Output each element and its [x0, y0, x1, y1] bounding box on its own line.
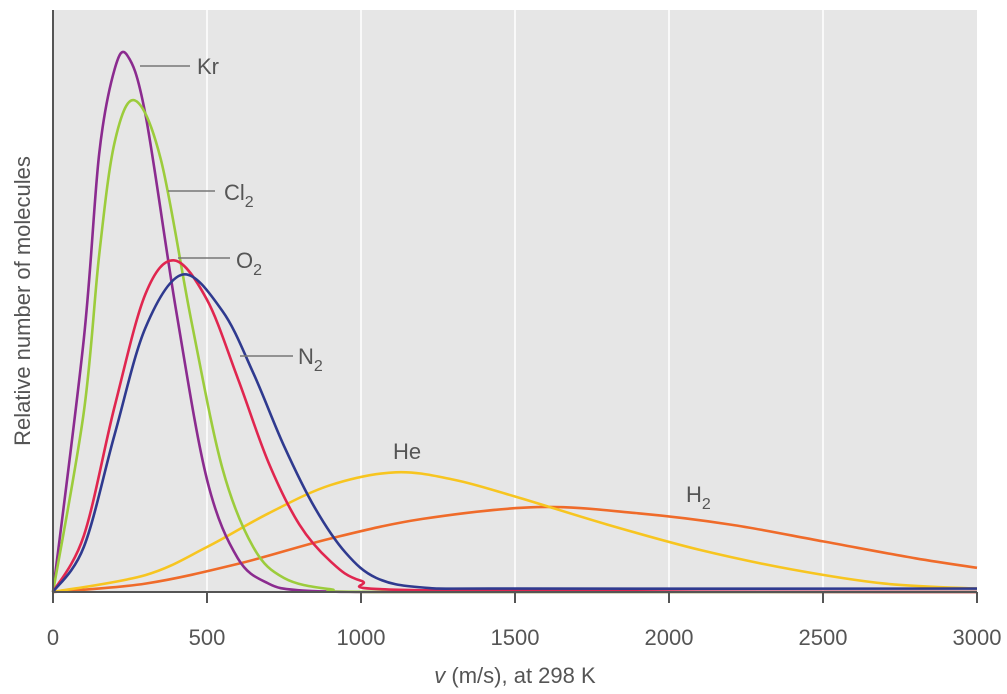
label-o2: O2: [236, 248, 262, 279]
x-tick-label: 1500: [491, 625, 540, 650]
label-h2-subscript: 2: [702, 496, 711, 513]
y-axis-label: Relative number of molecules: [10, 156, 35, 446]
x-axis-label-variable: v: [434, 663, 447, 688]
series-n2-line: [51, 273, 978, 593]
label-h2-main: H: [686, 482, 702, 507]
label-he-main: He: [393, 439, 421, 464]
curves: [51, 50, 978, 594]
grid: [206, 10, 824, 592]
label-h2: H2: [686, 482, 711, 513]
x-tick-label: 500: [189, 625, 226, 650]
x-tick-label: 2500: [799, 625, 848, 650]
label-kr-main: Kr: [197, 54, 219, 79]
label-o2-subscript: 2: [253, 262, 262, 279]
x-axis-ticks: 0 500 1000 1500 2000 2500 3000: [47, 592, 1002, 650]
label-n2-subscript: 2: [314, 358, 323, 375]
label-cl2-main: Cl: [224, 180, 245, 205]
label-n2-main: N: [298, 344, 314, 369]
label-n2: N2: [298, 344, 323, 375]
label-cl2: Cl2: [224, 180, 254, 211]
label-leader-lines: [140, 65, 293, 357]
x-axis-label: v (m/s), at 298 K: [434, 663, 596, 688]
x-tick-label: 3000: [953, 625, 1002, 650]
series-o2-line: [51, 259, 978, 594]
label-kr: Kr: [197, 54, 219, 79]
series-he-line: [52, 470, 978, 594]
label-cl2-subscript: 2: [245, 194, 254, 211]
label-o2-main: O: [236, 248, 253, 273]
x-tick-label: 1000: [337, 625, 386, 650]
series-h2-line: [52, 505, 978, 594]
label-he: He: [393, 439, 421, 464]
x-tick-label: 2000: [645, 625, 694, 650]
x-tick-label: 0: [47, 625, 59, 650]
x-axis-label-units: (m/s), at 298 K: [445, 663, 596, 688]
